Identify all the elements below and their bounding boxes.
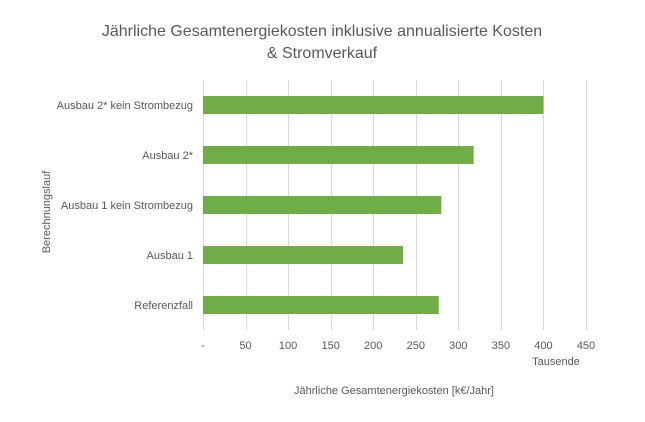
x-tick-label: 50 bbox=[239, 340, 251, 352]
chart-title-line: Jährliche Gesamtenergiekosten inklusive … bbox=[102, 23, 542, 40]
bar bbox=[203, 196, 442, 214]
x-tick-label: 250 bbox=[407, 340, 425, 352]
bars bbox=[203, 96, 544, 314]
category-label: Referenzfall bbox=[134, 300, 193, 312]
x-tick-label: 100 bbox=[279, 340, 297, 352]
chart-title-line: & Stromverkauf bbox=[267, 45, 378, 62]
x-tick-label: 200 bbox=[364, 340, 382, 352]
x-tick-labels: - 50 100 150 200 250 300 350 400 450 bbox=[201, 340, 595, 352]
chart-title: Jährliche Gesamtenergiekosten inklusive … bbox=[102, 23, 542, 62]
x-tick-label: 350 bbox=[492, 340, 510, 352]
x-tick-label: 400 bbox=[534, 340, 552, 352]
x-tick-label: 450 bbox=[577, 340, 595, 352]
x-tick-label: - bbox=[201, 340, 205, 352]
bar bbox=[203, 246, 404, 264]
y-axis-title: Berechnungslauf bbox=[41, 170, 53, 254]
category-label: Ausbau 1 bbox=[147, 250, 193, 262]
category-label: Ausbau 1 kein Strombezug bbox=[61, 200, 193, 212]
x-tick-label: 300 bbox=[449, 340, 467, 352]
category-label: Ausbau 2* kein Strombezug bbox=[57, 100, 193, 112]
display-unit-label: Tausende bbox=[532, 356, 580, 368]
x-axis-title: Jährliche Gesamtenergiekosten [k€/Jahr] bbox=[294, 385, 494, 397]
category-labels: Ausbau 2* kein Strombezug Ausbau 2* Ausbau… bbox=[57, 100, 194, 312]
bar bbox=[203, 146, 474, 164]
x-tick-label: 150 bbox=[321, 340, 339, 352]
bar bbox=[203, 296, 439, 314]
bar bbox=[203, 96, 544, 114]
category-label: Ausbau 2* bbox=[142, 150, 193, 162]
